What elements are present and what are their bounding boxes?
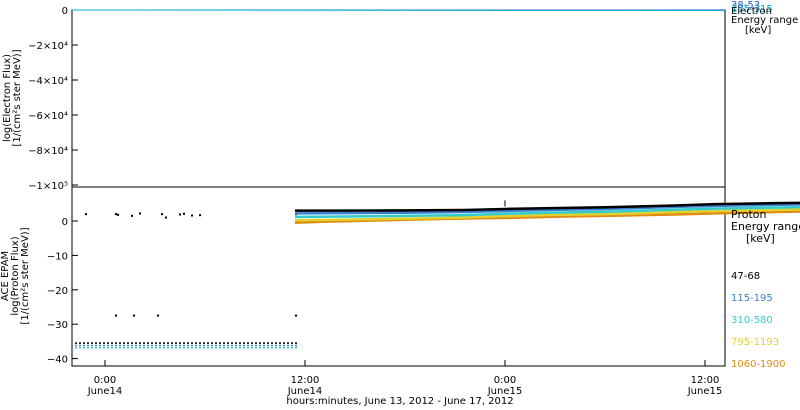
proton-series-line	[294, 210, 800, 224]
proton-legend-entry: 310-580	[731, 315, 773, 326]
electron-ytick-label: −8×10⁴	[28, 146, 68, 157]
proton-xtick-time: 0:00	[494, 375, 516, 386]
electron-ytick-label: 0	[62, 6, 68, 17]
proton-panel: 0−10−20−30−40 0:00June1412:00June140:00J…	[0, 186, 800, 407]
proton-x-axis: 0:00June1412:00June140:00June1512:00June…	[87, 360, 723, 397]
electron-ylabel-line-1: log(Electron Flux)	[2, 54, 13, 142]
electron-ytick-label: −2×10⁴	[28, 41, 68, 52]
proton-sparse-point	[191, 214, 193, 217]
proton-ytick-label: −30	[47, 320, 68, 331]
proton-legend-entry: 1060-1900	[731, 359, 786, 370]
proton-xtick-time: 12:00	[291, 375, 320, 386]
proton-ylabel-line-1: ACE EPAM	[0, 251, 11, 301]
electron-series-line	[71, 9, 726, 11]
proton-sparse-point	[295, 314, 297, 317]
proton-xtick-time: 0:00	[94, 375, 116, 386]
electron-ytick-label: −1×10⁵	[28, 181, 68, 192]
proton-xtick-day: June14	[87, 386, 123, 397]
proton-sparse-point	[199, 214, 201, 217]
proton-plot-frame	[71, 186, 726, 367]
electron-panel: 0 −2×10⁴ −4×10⁴ −6×10⁴ −8×10⁴ −1×10⁵ log(Elec…	[2, 0, 798, 192]
proton-series-line	[295, 201, 800, 212]
proton-low-band-group	[75, 342, 299, 349]
proton-legend-title-2: Energy range	[731, 220, 800, 233]
proton-sparse-point	[165, 216, 167, 219]
proton-legend-title-3: [keV]	[746, 232, 775, 245]
x-axis-label: hours:minutes, June 13, 2012 - June 17, …	[286, 396, 513, 407]
proton-sparse-point	[115, 314, 117, 317]
electron-legend-title-1: Electron	[731, 6, 772, 17]
proton-sparse-point	[183, 212, 185, 215]
proton-legend-entry: 115-195	[731, 293, 773, 304]
proton-sparse-point	[157, 314, 159, 317]
proton-ytick-label: 0	[62, 217, 68, 228]
proton-sparse-point	[85, 213, 87, 216]
electron-legend-entry-2: 175-315	[731, 4, 773, 15]
proton-sparse-point	[133, 314, 135, 317]
proton-series-line	[294, 205, 800, 219]
proton-ylabel-line-3: [1/(cm²s ster MeV)]	[20, 227, 31, 324]
electron-y-axis: 0 −2×10⁴ −4×10⁴ −6×10⁴ −8×10⁴ −1×10⁵	[28, 6, 78, 192]
proton-legend-entry: 47-68	[731, 271, 760, 282]
proton-sparse-point	[139, 212, 141, 215]
electron-legend: 38-53 175-315 Electron Energy range [keV…	[731, 0, 798, 36]
proton-sparse-point	[115, 213, 117, 216]
electron-series-group	[71, 9, 726, 11]
proton-legend: Proton Energy range [keV] 47-68 115-195 31…	[731, 208, 800, 370]
proton-xtick-day: June14	[287, 386, 323, 397]
proton-sparse-points-group	[85, 212, 297, 317]
proton-xtick-time: 12:00	[691, 375, 720, 386]
electron-ytick-label: −6×10⁴	[28, 111, 68, 122]
proton-legend-entry: 795-1193	[731, 337, 779, 348]
proton-y-axis: 0 −10 −20 −30 −40	[47, 217, 78, 366]
proton-sparse-point	[179, 213, 181, 216]
proton-series-line	[294, 203, 800, 215]
proton-xtick-day: June15	[487, 386, 523, 397]
proton-sparse-point	[131, 214, 133, 217]
proton-legend-title-1: Proton	[731, 208, 766, 221]
proton-series-group	[294, 201, 800, 224]
proton-series-line	[294, 208, 800, 222]
electron-legend-title-3: [keV]	[745, 25, 771, 36]
proton-ytick-label: −10	[47, 251, 68, 262]
electron-legend-title-2: Energy range	[731, 15, 798, 26]
proton-ytick-label: −40	[47, 355, 68, 366]
proton-legend-entries: 47-68 115-195 310-580 795-1193 1060-1900	[731, 271, 786, 370]
electron-legend-entry-1: 38-53	[731, 0, 760, 11]
proton-ytick-label: −20	[47, 286, 68, 297]
proton-sparse-point	[161, 213, 163, 216]
proton-xtick-day: June15	[687, 386, 723, 397]
electron-plot-frame	[71, 9, 726, 188]
proton-ylabel-line-2: log(Proton Flux)	[10, 236, 21, 315]
electron-ytick-label: −4×10⁴	[28, 76, 68, 87]
proton-sparse-point	[117, 213, 119, 216]
electron-ylabel-line-2: [1/(cm²s ster MeV)]	[12, 49, 23, 146]
